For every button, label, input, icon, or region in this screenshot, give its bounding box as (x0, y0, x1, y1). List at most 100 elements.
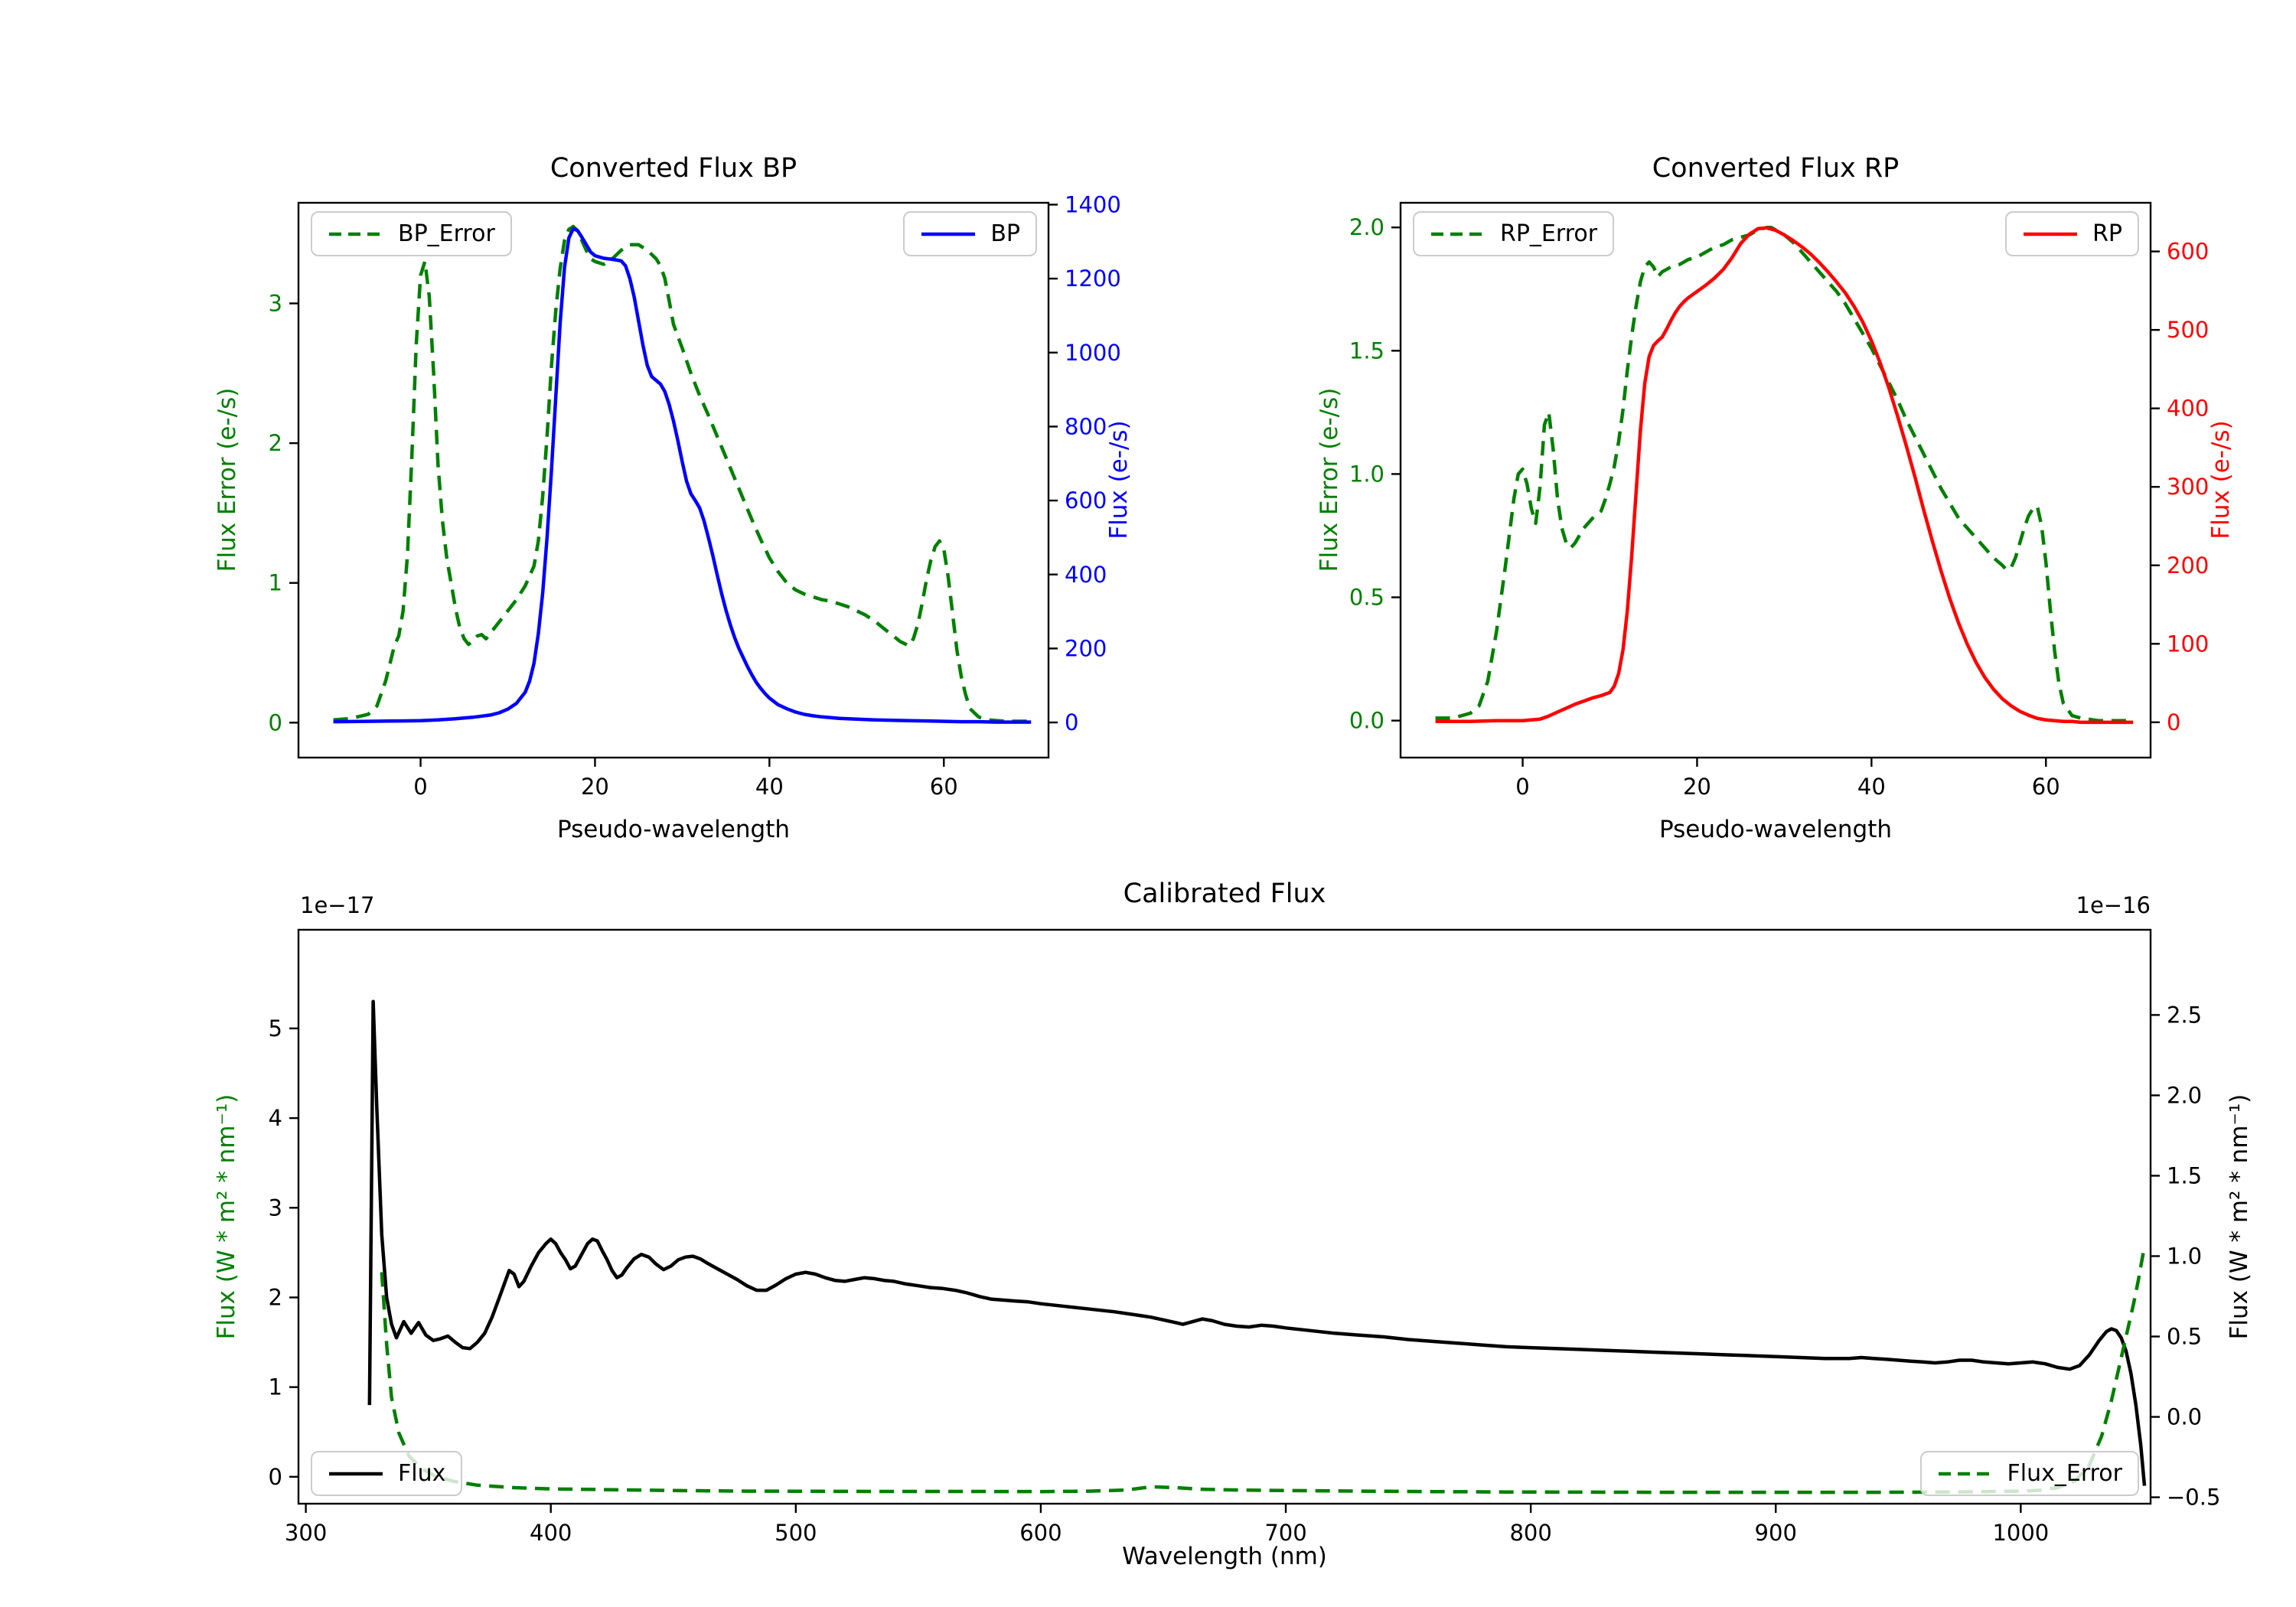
bp-xaxis-label: Pseudo-wavelength (556, 816, 791, 843)
svg-text:3: 3 (269, 290, 282, 316)
rp-line-sample (2024, 232, 2078, 236)
series-group (1435, 225, 2134, 725)
left-axis-ticks: 0 1 2 3 (269, 290, 298, 735)
legend-label: RP_Error (1500, 220, 1598, 247)
right-axis-scale-offset: 1e−16 (2076, 892, 2151, 918)
rp-xaxis-label: Pseudo-wavelength (1658, 816, 1893, 843)
svg-text:3: 3 (269, 1195, 282, 1221)
bp-error-line-sample (329, 232, 383, 236)
bp-line (333, 227, 1032, 724)
svg-text:1.5: 1.5 (2167, 1162, 2202, 1188)
calibrated-left-yaxis-label: Flux (W * m² * nm⁻¹) (213, 1094, 240, 1340)
svg-text:40: 40 (1857, 774, 1886, 800)
svg-text:400: 400 (1065, 562, 1107, 588)
svg-text:400: 400 (2167, 396, 2209, 422)
svg-text:1.0: 1.0 (1349, 461, 1384, 487)
flux-error-line (380, 1252, 2145, 1495)
svg-text:4: 4 (269, 1105, 282, 1131)
svg-text:100: 100 (2167, 631, 2209, 657)
flux-error-line-sample (1938, 1472, 1992, 1475)
legend-label: BP (990, 220, 1020, 247)
calibrated-chart-svg: 300 400 500 600 700 800 900 1000 0 1 2 3 4 5 −0.5 0.0 0.… (269, 928, 2220, 1546)
series-group (333, 224, 1032, 724)
svg-text:0.5: 0.5 (2167, 1324, 2202, 1350)
x-axis-ticks: 0 20 40 60 (1515, 758, 2060, 800)
left-axis-ticks: 0 1 2 3 4 5 (269, 1015, 298, 1490)
plot-border (297, 928, 2152, 1505)
bp-chart-title: Converted Flux BP (550, 153, 797, 184)
svg-text:20: 20 (581, 774, 609, 800)
svg-text:2: 2 (269, 1284, 282, 1310)
rp-chart-svg: 0 20 40 60 0.0 0.5 1.0 1.5 2.0 0 100 200 300 400 500 60… (1349, 201, 2209, 800)
svg-text:900: 900 (1755, 1520, 1797, 1546)
svg-text:2.0: 2.0 (1349, 214, 1384, 240)
legend-bp-error: BP_Error (311, 211, 512, 256)
svg-text:300: 300 (2167, 474, 2209, 500)
left-axis-scale-offset: 1e−17 (300, 892, 375, 918)
svg-text:400: 400 (530, 1520, 572, 1546)
svg-text:600: 600 (1065, 487, 1107, 513)
rp-line (1435, 226, 2134, 725)
svg-text:2.5: 2.5 (2167, 1002, 2202, 1028)
svg-text:700: 700 (1264, 1520, 1306, 1546)
svg-text:0: 0 (2167, 709, 2180, 735)
x-axis-ticks: 0 20 40 60 (413, 758, 958, 800)
rp-error-line-sample (1431, 232, 1485, 236)
x-axis-ticks: 300 400 500 600 700 800 900 1000 (285, 1504, 2049, 1546)
svg-text:0.5: 0.5 (1349, 585, 1384, 611)
bp-left-yaxis-label: Flux Error (e-/s) (214, 387, 241, 572)
calibrated-chart-title: Calibrated Flux (1123, 878, 1326, 909)
svg-text:60: 60 (930, 774, 958, 800)
legend-label: RP (2092, 220, 2122, 247)
legend-rp-error: RP_Error (1413, 211, 1615, 256)
right-axis-ticks: −0.5 0.0 0.5 1.0 1.5 2.0 2.5 (2151, 1002, 2220, 1511)
svg-text:1: 1 (269, 570, 282, 596)
svg-text:300: 300 (285, 1520, 327, 1546)
svg-text:2: 2 (269, 430, 282, 456)
svg-text:0.0: 0.0 (2167, 1404, 2202, 1430)
calibrated-xaxis-label: Wavelength (nm) (1122, 1543, 1327, 1570)
svg-text:20: 20 (1683, 774, 1711, 800)
legend-flux-error: Flux_Error (1919, 1451, 2139, 1496)
svg-text:600: 600 (2167, 239, 2209, 265)
svg-text:600: 600 (1019, 1520, 1062, 1546)
rp-right-yaxis-label: Flux (e-/s) (2207, 420, 2235, 539)
legend-bp: BP (903, 211, 1037, 256)
legend-rp: RP (2005, 211, 2139, 256)
rp-left-yaxis-label: Flux Error (e-/s) (1316, 387, 1343, 572)
series-group (367, 999, 2147, 1495)
bp-right-yaxis-label: Flux (e-/s) (1105, 420, 1133, 539)
legend-label: BP_Error (398, 220, 495, 247)
svg-text:500: 500 (2167, 317, 2209, 343)
legend-label: Flux (398, 1460, 446, 1487)
svg-text:40: 40 (755, 774, 784, 800)
svg-text:5: 5 (269, 1015, 282, 1041)
svg-text:0: 0 (1515, 774, 1529, 800)
svg-text:200: 200 (2167, 553, 2209, 579)
svg-text:0.0: 0.0 (1349, 708, 1384, 734)
plot-border (1399, 201, 2152, 759)
svg-text:0: 0 (1065, 709, 1078, 735)
flux-line (367, 999, 2147, 1486)
right-axis-ticks: 0 100 200 300 400 500 600 (2151, 239, 2209, 735)
svg-text:1.5: 1.5 (1349, 337, 1384, 363)
svg-text:1.0: 1.0 (2167, 1243, 2202, 1269)
svg-text:60: 60 (2032, 774, 2060, 800)
svg-text:500: 500 (775, 1520, 817, 1546)
rp-chart-title: Converted Flux RP (1652, 153, 1900, 184)
svg-text:2.0: 2.0 (2167, 1082, 2202, 1108)
svg-text:1000: 1000 (1065, 340, 1121, 366)
svg-text:1200: 1200 (1065, 266, 1121, 292)
right-axis-ticks: 0 200 400 600 800 1000 1200 1400 (1049, 191, 1121, 735)
flux-line-sample (329, 1472, 383, 1475)
rp-error-line (1435, 225, 2134, 722)
svg-text:1: 1 (269, 1374, 282, 1400)
svg-text:800: 800 (1065, 413, 1107, 439)
plot-border (297, 201, 1050, 759)
calibrated-right-yaxis-label: Flux (W * m² * nm⁻¹) (2226, 1094, 2253, 1340)
svg-text:800: 800 (1509, 1520, 1551, 1546)
svg-text:200: 200 (1065, 635, 1107, 661)
bp-error-line (333, 224, 1032, 723)
